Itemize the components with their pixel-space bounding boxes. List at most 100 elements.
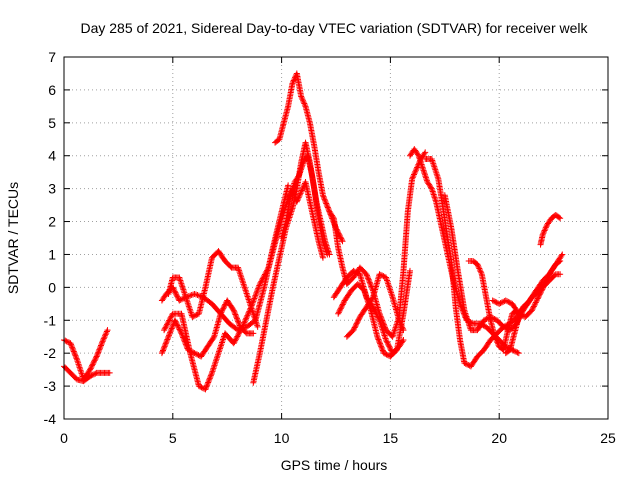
data-point [533, 298, 540, 305]
data-point [171, 317, 178, 324]
data-point [428, 156, 435, 163]
data-point [529, 306, 536, 313]
data-point [379, 346, 386, 353]
data-point [204, 380, 211, 387]
data-point [221, 302, 228, 309]
data-point [210, 334, 217, 341]
data-point [340, 300, 347, 307]
data-point [506, 299, 513, 306]
data-point [377, 271, 384, 278]
data-point [161, 327, 168, 334]
data-point [498, 299, 505, 306]
data-point [242, 285, 249, 292]
data-point [243, 315, 250, 322]
data-point [532, 299, 539, 306]
data-point [91, 371, 98, 378]
data-point [172, 318, 179, 325]
data-point [232, 336, 239, 343]
data-point [300, 184, 307, 191]
data-point [210, 365, 217, 372]
data-point [433, 169, 440, 176]
data-point [206, 376, 213, 383]
data-point [71, 349, 78, 356]
data-point [236, 269, 243, 276]
data-point [205, 379, 212, 386]
data-point [243, 288, 250, 295]
data-point [414, 164, 421, 171]
data-point [461, 360, 468, 367]
data-point [192, 350, 199, 357]
data-point [388, 291, 395, 298]
data-point [217, 344, 224, 351]
data-point [263, 268, 270, 275]
data-point [86, 367, 93, 374]
data-point [491, 333, 498, 340]
data-point [233, 314, 240, 321]
data-point [165, 318, 172, 325]
data-point [198, 384, 205, 391]
data-point [102, 332, 109, 339]
data-point [543, 278, 550, 285]
data-point [245, 311, 252, 318]
data-point [163, 337, 170, 344]
y-tick-label: -3 [44, 378, 57, 394]
data-point [241, 282, 248, 289]
data-point [173, 321, 180, 328]
data-point [500, 323, 507, 330]
data-point [217, 345, 224, 352]
data-point [528, 307, 535, 314]
data-point [352, 323, 359, 330]
data-point [385, 282, 392, 289]
data-point [541, 281, 548, 288]
data-point [97, 342, 104, 349]
data-point [211, 362, 218, 369]
data-point [93, 353, 100, 360]
data-point [244, 293, 251, 300]
data-point [230, 307, 237, 314]
data-point [217, 310, 224, 317]
data-point [380, 273, 387, 280]
data-point [494, 340, 501, 347]
y-tick-label: 2 [48, 214, 56, 230]
data-point [100, 337, 107, 344]
data-point [99, 339, 106, 346]
data-point [422, 149, 429, 156]
data-point [285, 182, 292, 189]
data-point [337, 305, 344, 312]
data-point [295, 173, 302, 180]
data-point [392, 326, 399, 333]
y-tick-label: -2 [44, 345, 57, 361]
x-tick-labels: 0 5 10 15 20 25 [60, 430, 616, 446]
data-point [237, 327, 244, 334]
data-point [92, 370, 99, 377]
data-point [168, 313, 175, 320]
data-point [161, 343, 168, 350]
series-s13 [343, 271, 407, 340]
data-point [374, 333, 381, 340]
data-point [397, 321, 404, 328]
data-point [542, 224, 549, 231]
data-point [259, 276, 266, 283]
data-point [386, 343, 393, 350]
data-point [70, 347, 77, 354]
data-point [213, 354, 220, 361]
data-point [541, 227, 548, 234]
data-point [232, 312, 239, 319]
data-point [178, 280, 185, 287]
data-point [430, 160, 437, 167]
series-s16 [441, 192, 564, 334]
data-point [231, 308, 238, 315]
data-point [63, 338, 70, 345]
data-point [376, 339, 383, 346]
data-point [378, 343, 385, 350]
data-point [193, 312, 200, 319]
data-point [542, 226, 549, 233]
data-point [251, 295, 258, 302]
data-point [202, 385, 209, 392]
data-point [175, 323, 182, 330]
data-point [379, 272, 386, 279]
data-point [322, 199, 329, 206]
data-point [95, 347, 102, 354]
data-point [205, 378, 212, 385]
